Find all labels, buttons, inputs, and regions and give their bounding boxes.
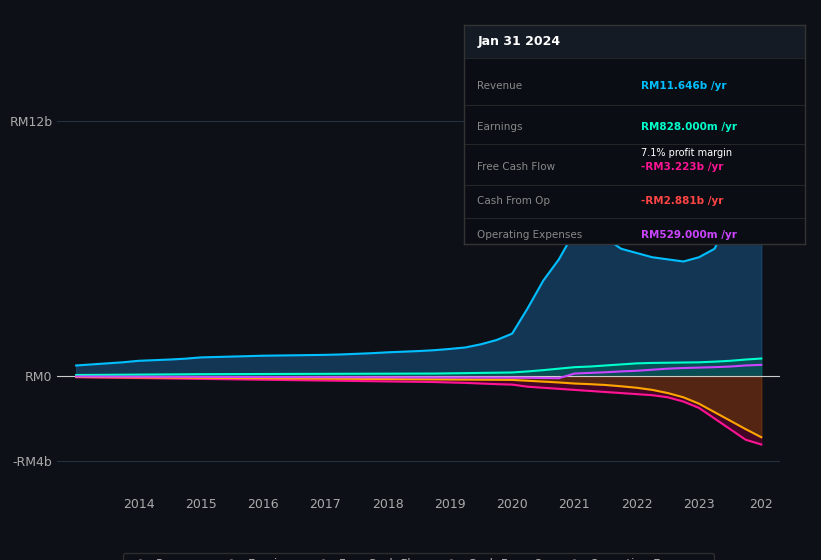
Text: Cash From Op: Cash From Op <box>478 196 551 206</box>
Text: Free Cash Flow: Free Cash Flow <box>478 162 556 172</box>
Text: RM828.000m /yr: RM828.000m /yr <box>641 122 737 132</box>
Text: 7.1% profit margin: 7.1% profit margin <box>641 148 732 158</box>
Text: Jan 31 2024: Jan 31 2024 <box>478 35 561 48</box>
FancyBboxPatch shape <box>464 25 805 58</box>
Text: Earnings: Earnings <box>478 122 523 132</box>
Text: RM11.646b /yr: RM11.646b /yr <box>641 81 727 91</box>
Legend: Revenue, Earnings, Free Cash Flow, Cash From Op, Operating Expenses: Revenue, Earnings, Free Cash Flow, Cash … <box>123 553 714 560</box>
Text: Operating Expenses: Operating Expenses <box>478 230 583 240</box>
Text: Revenue: Revenue <box>478 81 523 91</box>
Text: RM529.000m /yr: RM529.000m /yr <box>641 230 737 240</box>
Text: -RM2.881b /yr: -RM2.881b /yr <box>641 196 723 206</box>
Text: -RM3.223b /yr: -RM3.223b /yr <box>641 162 723 172</box>
